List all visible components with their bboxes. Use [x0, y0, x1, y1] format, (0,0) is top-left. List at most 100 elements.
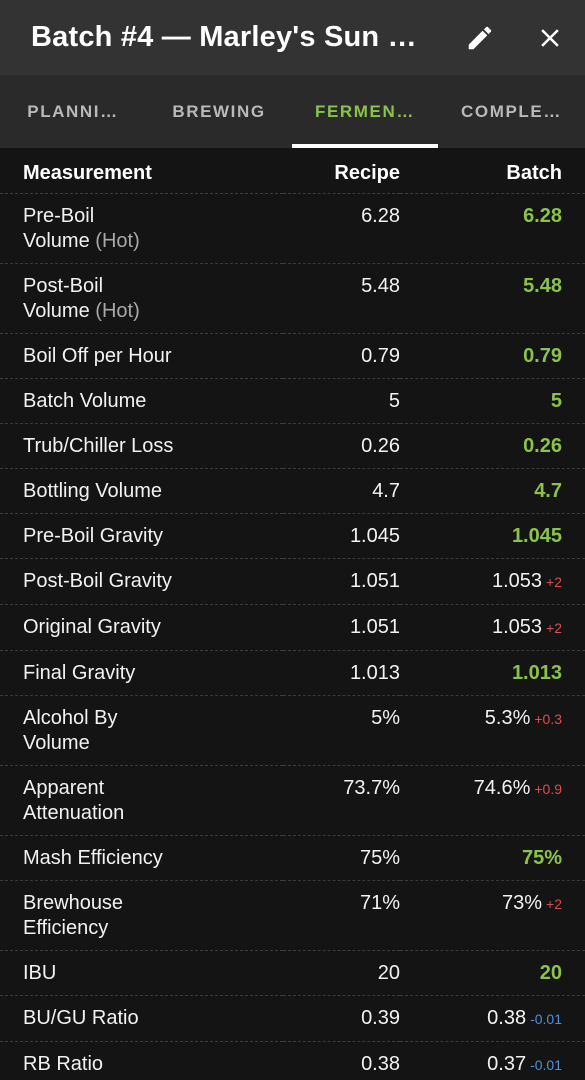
batch-delta: +0.3: [534, 711, 562, 727]
batch-cell: 0.37 -0.01: [400, 1041, 585, 1080]
batch-cell: 5.48: [400, 263, 585, 334]
batch-cell: 6.28: [400, 193, 585, 264]
table-row: Post-Boil Gravity 1.051 1.053 +2: [0, 558, 585, 605]
batch-delta: -0.01: [530, 1011, 562, 1027]
measurement-name: Final Gravity: [23, 661, 135, 686]
batch-cell: 73% +2: [400, 880, 585, 951]
batch-value: 0.26: [523, 435, 562, 457]
batch-value: 1.053: [491, 616, 543, 638]
measurement-cell: Bottling Volume: [0, 468, 283, 514]
measurement-name: Post-Boil Volume (Hot): [23, 274, 153, 324]
table-row: Brewhouse Efficiency 71% 73% +2: [0, 880, 585, 951]
page-title: Batch #4 — Marley's Sun …: [31, 21, 417, 53]
measurement-label: Boil Off per Hour: [23, 345, 172, 367]
recipe-value: 20: [283, 950, 400, 996]
measurement-name: Trub/Chiller Loss: [23, 434, 173, 459]
measurement-label: Final Gravity: [23, 662, 136, 684]
measurement-cell: RB Ratio: [0, 1041, 283, 1080]
batch-value: 1.013: [511, 662, 562, 684]
batch-delta: -0.01: [530, 1057, 562, 1073]
table-row: Trub/Chiller Loss 0.26 0.26: [0, 423, 585, 469]
measurement-column-header: Measurement: [23, 161, 152, 184]
measurement-name: Brewhouse Efficiency: [23, 891, 153, 941]
tab-label: BREWING: [172, 101, 266, 121]
measurement-qualifier: (Hot): [95, 230, 140, 252]
batch-delta: +2: [546, 620, 562, 636]
batch-value: 1.045: [511, 525, 562, 547]
measurement-label: Batch Volume: [23, 390, 147, 412]
tab-planning[interactable]: PLANNI…: [0, 75, 146, 148]
table-header-row: Measurement Recipe Batch: [0, 153, 585, 194]
table-row: Boil Off per Hour 0.79 0.79: [0, 333, 585, 379]
close-icon: [541, 28, 559, 47]
measurement-label: Mash Efficiency: [23, 847, 163, 869]
batch-cell: 5: [400, 378, 585, 424]
measurement-name: Alcohol By Volume: [23, 706, 153, 756]
batch-delta: +2: [546, 896, 562, 912]
measurement-label: IBU: [23, 962, 57, 984]
batch-value: 74.6%: [473, 777, 531, 799]
recipe-value: 1.051: [283, 604, 400, 651]
recipe-value: 1.013: [283, 650, 400, 696]
measurement-cell: IBU: [0, 950, 283, 996]
batch-cell: 0.79: [400, 333, 585, 379]
measurement-qualifier: (Hot): [95, 300, 140, 322]
measurement-label: Pre-Boil Gravity: [23, 525, 164, 547]
measurement-cell: Pre-Boil Volume (Hot): [0, 193, 283, 264]
table-row: Alcohol By Volume 5% 5.3% +0.3: [0, 695, 585, 766]
batch-value: 73%: [502, 892, 543, 914]
measurement-cell: Final Gravity: [0, 650, 283, 696]
batch-cell: 4.7: [400, 468, 585, 514]
table-row: Batch Volume 5 5: [0, 378, 585, 424]
measurement-label: Alcohol By Volume: [23, 707, 118, 754]
batch-value: 0.37: [487, 1053, 527, 1075]
recipe-value: 1.051: [283, 558, 400, 605]
table-row: Mash Efficiency 75% 75%: [0, 835, 585, 881]
measurement-name: Mash Efficiency: [23, 846, 163, 871]
batch-value: 6.28: [523, 205, 562, 227]
table-row: Final Gravity 1.013 1.013: [0, 650, 585, 696]
table-row: RB Ratio 0.38 0.37 -0.01: [0, 1041, 585, 1080]
batch-cell: 1.013: [400, 650, 585, 696]
edit-button[interactable]: [445, 0, 515, 75]
batch-cell: 1.053 +2: [400, 558, 585, 605]
tab-bar: PLANNI… BREWING FERMEN… COMPLE…: [0, 75, 585, 148]
batch-column-header: Batch: [506, 161, 562, 184]
measurement-label: Original Gravity: [23, 616, 161, 638]
table-row: Bottling Volume 4.7 4.7: [0, 468, 585, 514]
batch-cell: 75%: [400, 835, 585, 881]
measurement-label: Post-Boil Gravity: [23, 570, 172, 592]
measurement-cell: Trub/Chiller Loss: [0, 423, 283, 469]
batch-value: 5: [550, 390, 562, 412]
measurement-name: Pre-Boil Volume (Hot): [23, 204, 153, 254]
close-button[interactable]: [515, 0, 585, 75]
measurements-table: Measurement Recipe Batch Pre-Boil Volume…: [0, 153, 585, 1080]
table-row: Apparent Attenuation 73.7% 74.6% +0.9: [0, 765, 585, 836]
batch-value: 20: [539, 962, 562, 984]
table-row: Original Gravity 1.051 1.053 +2: [0, 604, 585, 651]
measurement-label: Pre-Boil Volume: [23, 205, 95, 252]
recipe-value: 0.26: [283, 423, 400, 469]
recipe-value: 0.79: [283, 333, 400, 379]
tab-complete[interactable]: COMPLE…: [438, 75, 585, 148]
recipe-value: 71%: [283, 880, 400, 951]
batch-value: 1.053: [491, 570, 543, 592]
measurement-name: Boil Off per Hour: [23, 344, 172, 369]
recipe-value: 4.7: [283, 468, 400, 514]
measurement-label: Bottling Volume: [23, 480, 162, 502]
tab-brewing[interactable]: BREWING: [146, 75, 292, 148]
measurement-cell: Batch Volume: [0, 378, 283, 424]
measurement-name: RB Ratio: [23, 1052, 103, 1077]
recipe-value: 5.48: [283, 263, 400, 334]
batch-value: 5.48: [523, 275, 562, 297]
batch-value: 5.3%: [484, 707, 531, 729]
measurement-cell: Brewhouse Efficiency: [0, 880, 283, 951]
measurement-label: Trub/Chiller Loss: [23, 435, 174, 457]
recipe-value: 1.045: [283, 513, 400, 559]
tab-fermenting[interactable]: FERMEN…: [292, 75, 438, 148]
batch-delta: +2: [546, 574, 562, 590]
measurement-name: BU/GU Ratio: [23, 1006, 139, 1031]
measurement-cell: Mash Efficiency: [0, 835, 283, 881]
recipe-value: 0.39: [283, 995, 400, 1042]
